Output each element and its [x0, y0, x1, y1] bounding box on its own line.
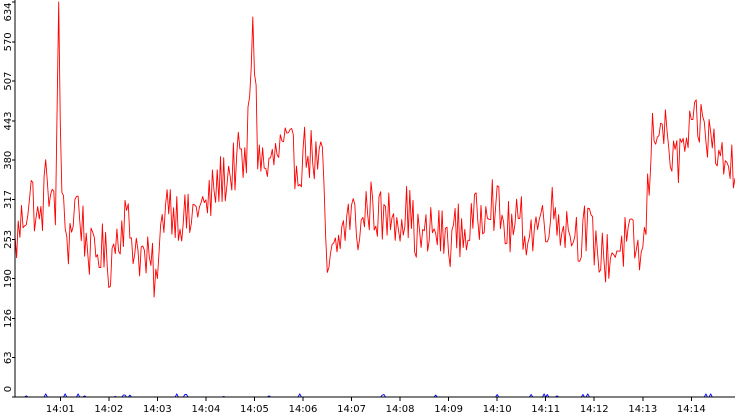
y-tick-label: 63: [3, 351, 14, 364]
x-tick-label: 14:06: [289, 404, 318, 415]
x-tick-label: 14:05: [240, 404, 269, 415]
y-tick-label: 253: [3, 230, 14, 249]
y-tick-label: 380: [3, 151, 14, 170]
series-line-main: [14, 1, 735, 298]
y-axis-ticks: 0 63 126 190 253 317 380 443 507 570 634: [3, 1, 15, 398]
y-tick-label: 507: [3, 72, 14, 91]
y-tick-label: 0: [3, 386, 14, 392]
x-tick-label: 14:03: [143, 404, 172, 415]
y-tick-label: 634: [3, 2, 14, 21]
x-tick-label: 14:08: [386, 404, 415, 415]
x-tick-label: 14:13: [628, 404, 657, 415]
y-tick-label: 190: [3, 269, 14, 288]
axes-layer: [14, 0, 735, 398]
x-tick-label: 14:09: [434, 404, 463, 415]
series-layer: [14, 1, 735, 398]
x-tick-label: 14:01: [46, 404, 75, 415]
x-tick-label: 14:07: [337, 404, 366, 415]
x-tick-label: 14:12: [580, 404, 609, 415]
x-axis-ticks: 14:01 14:02 14:03 14:04 14:05 14:06 14:07 14:08…: [46, 397, 706, 415]
x-tick-label: 14:04: [192, 404, 221, 415]
y-tick-label: 126: [3, 309, 14, 328]
x-tick-label: 14:10: [483, 404, 512, 415]
y-tick-label: 570: [3, 32, 14, 51]
x-tick-label: 14:02: [94, 404, 123, 415]
y-tick-label: 317: [3, 190, 14, 209]
y-tick-label: 443: [3, 111, 14, 130]
x-tick-label: 14:11: [531, 404, 560, 415]
x-tick-label: 14:14: [677, 404, 706, 415]
